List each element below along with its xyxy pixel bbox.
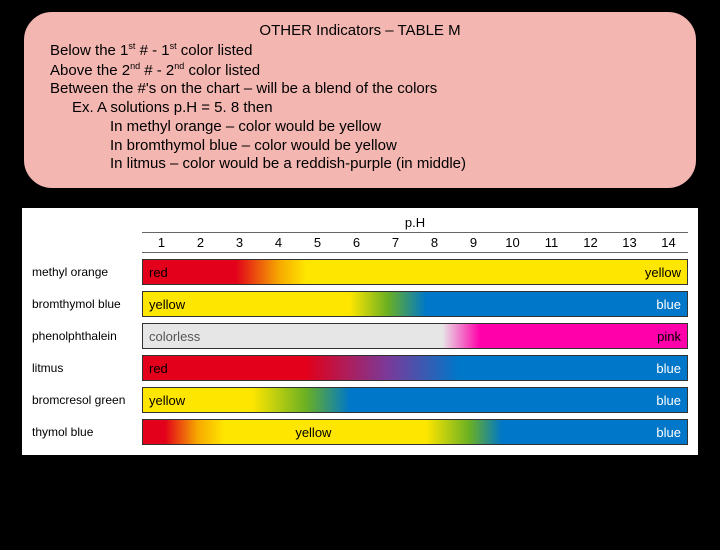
- indicator-row: phenolphthalein colorless pink: [32, 323, 688, 349]
- ph-chart: p.H 1234567891011121314 methyl orangered…: [22, 208, 698, 455]
- info-line: Between the #'s on the chart – will be a…: [50, 80, 670, 99]
- indicator-row: methyl orange red yellow: [32, 259, 688, 285]
- info-line: Below the 1st # - 1st color listed: [50, 41, 670, 61]
- indicator-label: litmus: [32, 355, 142, 381]
- info-box: OTHER Indicators – TABLE M Below the 1st…: [22, 10, 698, 190]
- bar-right-label: blue: [656, 361, 681, 376]
- bar-left-label: yellow: [149, 297, 185, 312]
- bar-right-label: yellow: [645, 265, 681, 280]
- ph-number: 9: [454, 233, 493, 252]
- indicator-label: thymol blue: [32, 419, 142, 445]
- ph-number: 13: [610, 233, 649, 252]
- bar-left-label: yellow: [149, 393, 185, 408]
- ph-number: 4: [259, 233, 298, 252]
- bar-left-label: red: [149, 265, 168, 280]
- ph-number: 12: [571, 233, 610, 252]
- bar-left-label: red: [149, 361, 168, 376]
- info-line: Above the 2nd # - 2nd color listed: [50, 61, 670, 81]
- bar-right-label: blue: [656, 425, 681, 440]
- indicator-bar: red blue: [142, 355, 688, 381]
- indicator-label: phenolphthalein: [32, 323, 142, 349]
- info-line: In bromthymol blue – color would be yell…: [110, 137, 670, 156]
- bar-right-label: blue: [656, 393, 681, 408]
- bar-left-label: colorless: [149, 329, 200, 344]
- bar-right-label: blue: [656, 297, 681, 312]
- indicator-bar: colorless pink: [142, 323, 688, 349]
- info-lines: Below the 1st # - 1st color listedAbove …: [50, 41, 670, 174]
- ph-number: 6: [337, 233, 376, 252]
- indicator-label: bromthymol blue: [32, 291, 142, 317]
- info-line: In methyl orange – color would be yellow: [110, 118, 670, 137]
- info-line: Ex. A solutions p.H = 5. 8 then: [72, 99, 670, 118]
- indicator-bar: yellow blue: [142, 419, 688, 445]
- indicator-row: bromcresol green yellow blue: [32, 387, 688, 413]
- bar-right-label: pink: [657, 329, 681, 344]
- indicator-bar: yellow blue: [142, 291, 688, 317]
- ph-number: 14: [649, 233, 688, 252]
- chart-rows: methyl orangeredyellowbromthymol blueyel…: [32, 259, 688, 445]
- ph-number-row: 1234567891011121314: [142, 232, 688, 253]
- ph-number: 5: [298, 233, 337, 252]
- ph-number: 10: [493, 233, 532, 252]
- bar-mid-label: yellow: [295, 425, 331, 440]
- ph-number: 8: [415, 233, 454, 252]
- info-line: In litmus – color would be a reddish-pur…: [110, 155, 670, 174]
- indicator-bar: red yellow: [142, 259, 688, 285]
- ph-number: 11: [532, 233, 571, 252]
- indicator-label: methyl orange: [32, 259, 142, 285]
- ph-number: 2: [181, 233, 220, 252]
- ph-number: 3: [220, 233, 259, 252]
- indicator-label: bromcresol green: [32, 387, 142, 413]
- ph-number: 1: [142, 233, 181, 252]
- indicator-row: litmus red blue: [32, 355, 688, 381]
- indicator-row: bromthymol blue yellow blue: [32, 291, 688, 317]
- info-title: OTHER Indicators – TABLE M: [50, 22, 670, 41]
- ph-label: p.H: [32, 213, 688, 232]
- indicator-bar: yellow blue: [142, 387, 688, 413]
- indicator-row: thymol blue yellow blue: [32, 419, 688, 445]
- ph-number: 7: [376, 233, 415, 252]
